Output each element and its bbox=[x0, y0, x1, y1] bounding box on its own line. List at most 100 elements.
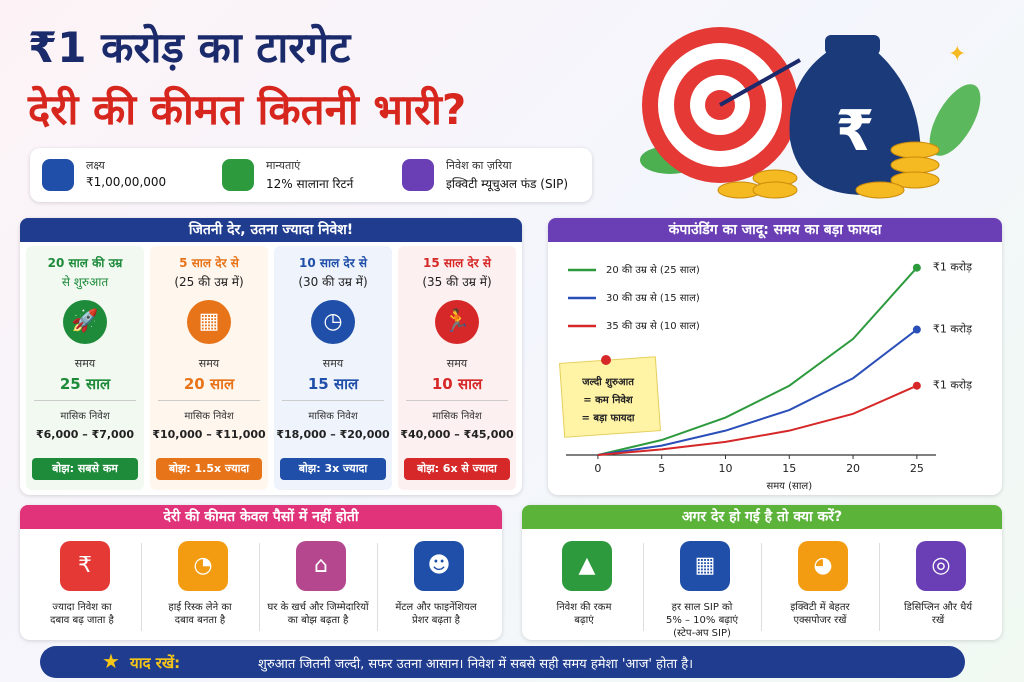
item-text: एक्सपोजर रखें bbox=[793, 615, 847, 626]
card-heading: 20 साल की उम्र bbox=[47, 256, 123, 270]
icon: ◔ bbox=[178, 541, 228, 591]
x-axis-label: समय (साल) bbox=[766, 481, 812, 492]
cost-section: देरी की कीमत केवल पैसों में नहीं होती ₹ ज… bbox=[20, 505, 502, 640]
item-text: रखें bbox=[931, 615, 945, 626]
note-text: = कम निवेश bbox=[583, 393, 634, 406]
divider bbox=[761, 543, 762, 631]
invest-label: मासिक निवेश bbox=[184, 411, 234, 422]
footer-text: शुरुआत जितनी जल्दी, सफर उतना आसान। निवेश… bbox=[258, 657, 694, 672]
section-title: अगर देर हो गई है तो क्या करें? bbox=[522, 505, 1002, 529]
time-value: 15 साल bbox=[307, 375, 359, 393]
time-value: 25 साल bbox=[59, 375, 111, 393]
card-heading: 10 साल देर से bbox=[299, 256, 367, 270]
item-text: मेंटल और फाइनेंशियल bbox=[395, 602, 477, 613]
burden-badge: बोझ: सबसे कम bbox=[32, 458, 138, 480]
card-bg bbox=[150, 246, 268, 490]
card-bg bbox=[26, 246, 144, 490]
action-section: अगर देर हो गई है तो क्या करें? ▲ निवेश की… bbox=[522, 505, 1002, 640]
series-line bbox=[597, 267, 918, 456]
icon: 🏃 bbox=[435, 300, 479, 344]
pin bbox=[601, 355, 611, 365]
card-bg bbox=[274, 246, 392, 490]
icon: ⌂ bbox=[296, 541, 346, 591]
icon: ▲ bbox=[562, 541, 612, 591]
icon: ▦ bbox=[680, 541, 730, 591]
divider bbox=[34, 400, 136, 401]
chart-section: कंपाउंडिंग का जादू: समय का बड़ा फायदा 0 5… bbox=[548, 218, 1002, 495]
time-label: समय bbox=[446, 357, 468, 370]
section-title: देरी की कीमत केवल पैसों में नहीं होती bbox=[20, 505, 502, 529]
invest-label: मासिक निवेश bbox=[432, 411, 482, 422]
invest-label: मासिक निवेश bbox=[60, 411, 110, 422]
item-text: 5% – 10% बढ़ाएं bbox=[665, 615, 739, 626]
invest-value: ₹10,000 – ₹11,000 bbox=[152, 428, 266, 441]
divider bbox=[259, 543, 260, 631]
item-text: हाई रिस्क लेने का bbox=[168, 602, 232, 613]
footer-bar: याद रखें: शुरुआत जितनी जल्दी, सफर उतना आ… bbox=[40, 646, 965, 678]
item-text: डिसिप्लिन और धैर्य bbox=[903, 602, 973, 613]
end-label: ₹1 करोड़ bbox=[933, 379, 972, 392]
svg-text:✦: ✦ bbox=[948, 42, 966, 67]
end-point bbox=[912, 325, 921, 334]
card-bg bbox=[398, 246, 516, 490]
time-value: 20 साल bbox=[183, 375, 235, 393]
item-text: प्रेशर बढ़ता है bbox=[412, 615, 460, 626]
item-text: हर साल SIP को bbox=[671, 602, 733, 613]
time-value: 10 साल bbox=[431, 375, 483, 393]
icon: ☻ bbox=[414, 541, 464, 591]
card-heading: (30 की उम्र में) bbox=[298, 275, 368, 289]
time-label: समय bbox=[74, 357, 96, 370]
divider bbox=[643, 543, 644, 631]
icon: ₹ bbox=[60, 541, 110, 591]
info-label: निवेश का ज़रिया bbox=[446, 159, 512, 172]
star-icon: ★ bbox=[102, 649, 120, 673]
burden-badge: बोझ: 6x से ज्यादा bbox=[404, 458, 510, 480]
x-tick-label: 10 bbox=[718, 462, 732, 475]
info-icon bbox=[42, 159, 74, 191]
card-heading: (25 की उम्र में) bbox=[174, 275, 244, 289]
divider bbox=[377, 543, 378, 631]
icon: ◕ bbox=[798, 541, 848, 591]
card-heading: (35 की उम्र में) bbox=[422, 275, 492, 289]
end-label: ₹1 करोड़ bbox=[933, 323, 972, 336]
card-heading: 15 साल देर से bbox=[423, 256, 491, 270]
info-value: 12% सालाना रिटर्न bbox=[266, 177, 354, 191]
note-text: = बड़ा फायदा bbox=[582, 413, 635, 424]
legend-label: 30 की उम्र से (15 साल) bbox=[606, 292, 700, 304]
time-label: समय bbox=[322, 357, 344, 370]
footer-label: याद रखें: bbox=[130, 654, 181, 672]
item-text: निवेश की रकम bbox=[556, 602, 612, 613]
info-icon bbox=[222, 159, 254, 191]
chart: 0 5 10 15 20 25 समय (साल) ₹1 करोड़ 20 की उम्र से… bbox=[559, 261, 972, 492]
divider bbox=[158, 400, 260, 401]
item-text: दबाव बढ़ जाता है bbox=[50, 615, 114, 626]
legend-label: 35 की उम्र से (10 साल) bbox=[606, 320, 700, 332]
invest-label: मासिक निवेश bbox=[308, 411, 358, 422]
icon: ◷ bbox=[311, 300, 355, 344]
x-tick-label: 20 bbox=[846, 462, 860, 475]
card-heading: से शुरुआत bbox=[61, 275, 109, 289]
series-line bbox=[597, 384, 918, 456]
item-text: (स्टेप-अप SIP) bbox=[673, 628, 731, 639]
x-tick-label: 0 bbox=[594, 462, 601, 475]
card-heading: 5 साल देर से bbox=[179, 256, 239, 270]
divider bbox=[879, 543, 880, 631]
svg-text:₹: ₹ bbox=[836, 99, 875, 164]
info-bar: लक्ष्य ₹1,00,00,000 मान्यताएं 12% सालाना रि… bbox=[30, 148, 592, 202]
invest-value: ₹6,000 – ₹7,000 bbox=[35, 428, 135, 441]
info-icon bbox=[402, 159, 434, 191]
item-text: का बोझ बढ़ता है bbox=[287, 615, 349, 626]
item-text: घर के खर्च और जिम्मेदारियों bbox=[267, 602, 369, 613]
x-tick-label: 15 bbox=[782, 462, 796, 475]
info-value: इक्विटी म्यूचुअल फंड (SIP) bbox=[446, 177, 569, 191]
legend-label: 20 की उम्र से (25 साल) bbox=[606, 264, 700, 276]
item-text: ज्यादा निवेश का bbox=[52, 602, 112, 613]
info-label: मान्यताएं bbox=[266, 159, 301, 172]
chart-title: कंपाउंडिंग का जादू: समय का बड़ा फायदा bbox=[548, 218, 1002, 242]
info-label: लक्ष्य bbox=[86, 159, 105, 172]
note-text: जल्दी शुरुआत bbox=[581, 375, 635, 388]
delay-section: जितनी देर, उतना ज्यादा निवेश! 20 साल की … bbox=[20, 218, 522, 495]
invest-value: ₹18,000 – ₹20,000 bbox=[276, 428, 390, 441]
info-value: ₹1,00,00,000 bbox=[86, 175, 167, 189]
